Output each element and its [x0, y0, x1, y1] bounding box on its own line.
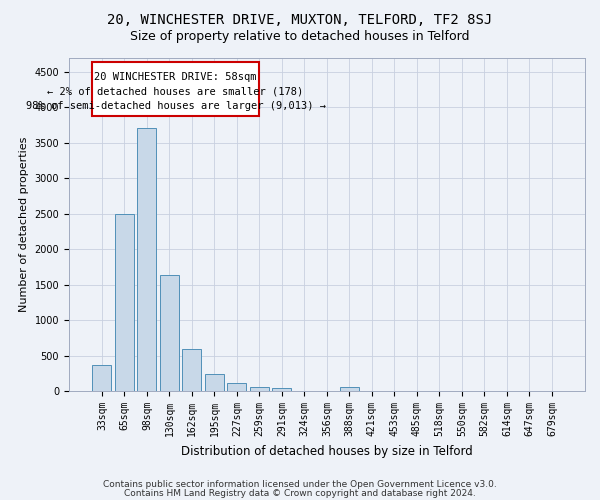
Bar	[92, 365, 112, 391]
Text: 98% of semi-detached houses are larger (9,013) →: 98% of semi-detached houses are larger (…	[26, 101, 326, 111]
Text: ← 2% of detached houses are smaller (178): ← 2% of detached houses are smaller (178…	[47, 86, 304, 97]
Y-axis label: Number of detached properties: Number of detached properties	[19, 136, 29, 312]
Bar	[250, 386, 269, 391]
Text: Contains HM Land Registry data © Crown copyright and database right 2024.: Contains HM Land Registry data © Crown c…	[124, 488, 476, 498]
Bar	[227, 384, 247, 391]
X-axis label: Distribution of detached houses by size in Telford: Distribution of detached houses by size …	[181, 444, 473, 458]
Bar	[182, 348, 202, 391]
Bar	[205, 374, 224, 391]
Text: 20, WINCHESTER DRIVE, MUXTON, TELFORD, TF2 8SJ: 20, WINCHESTER DRIVE, MUXTON, TELFORD, T…	[107, 12, 493, 26]
Bar	[137, 128, 157, 391]
Bar	[160, 276, 179, 391]
Bar	[340, 388, 359, 391]
Text: Size of property relative to detached houses in Telford: Size of property relative to detached ho…	[130, 30, 470, 43]
Text: 20 WINCHESTER DRIVE: 58sqm: 20 WINCHESTER DRIVE: 58sqm	[94, 72, 257, 82]
Bar	[92, 62, 259, 116]
Text: Contains public sector information licensed under the Open Government Licence v3: Contains public sector information licen…	[103, 480, 497, 489]
Bar	[115, 214, 134, 391]
Bar	[272, 388, 292, 391]
